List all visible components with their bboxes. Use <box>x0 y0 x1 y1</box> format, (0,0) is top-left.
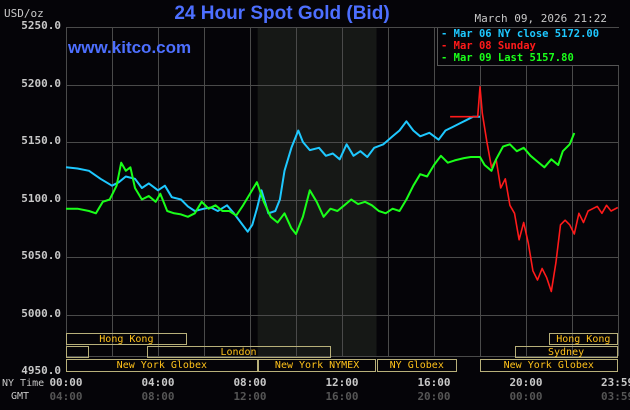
legend-item-mar06: - Mar 06 NY close 5172.00 <box>438 28 619 40</box>
nymex-shaded-region <box>257 27 377 356</box>
y-tick-label: 5000.0 <box>21 306 61 320</box>
y-tick-label: 4950.0 <box>21 364 61 377</box>
legend-item-mar08: - Mar 08 Sunday <box>438 40 619 52</box>
session-bar-hong-kong: Hong Kong <box>66 333 187 345</box>
gmt-label: GMT <box>11 391 30 402</box>
ny-time-tick: 23:59 <box>601 376 630 389</box>
ny-time-tick: 12:00 <box>325 376 359 389</box>
session-bar-ny-globex: NY Globex <box>376 359 457 372</box>
timestamp: March 09, 2026 21:22 <box>474 12 607 25</box>
gmt-time-tick: 20:00 <box>417 390 451 403</box>
y-tick-label: 5050.0 <box>21 249 61 262</box>
session-bar-hong-kong: Hong Kong <box>549 333 618 345</box>
legend: - Mar 06 NY close 5172.00 - Mar 08 Sunda… <box>437 28 619 66</box>
legend-swatch: - <box>441 52 454 64</box>
y-tick-label: 5100.0 <box>21 191 61 205</box>
ny-time-label: NY Time <box>2 378 45 389</box>
ny-time-tick: 20:00 <box>509 376 543 389</box>
gmt-time-tick: 04:00 <box>49 390 83 403</box>
legend-label: Mar 06 NY close 5172.00 <box>453 28 600 40</box>
ny-time-tick: 04:00 <box>141 376 175 389</box>
ny-time-tick: 00:00 <box>49 376 83 389</box>
series-line-mar06 <box>65 115 480 233</box>
legend-label: Mar 08 Sunday <box>453 40 536 52</box>
session-bar-london: London <box>146 346 331 358</box>
gmt-time-tick: 12:00 <box>233 390 267 403</box>
y-tick-label: 5200.0 <box>21 76 61 90</box>
chart-title: 24 Hour Spot Gold (Bid) <box>174 3 390 24</box>
ny-time-tick: 16:00 <box>417 376 451 389</box>
gmt-time-tick: 03:59 <box>601 390 630 403</box>
y-tick-label: 5150.0 <box>21 134 61 147</box>
session-bar-sydney: Sydney <box>514 346 618 358</box>
series-line-mar09 <box>66 132 576 235</box>
legend-label: Mar 09 Last 5157.80 <box>453 52 574 64</box>
legend-swatch: - <box>441 40 454 52</box>
website-link[interactable]: www.kitco.com <box>68 38 192 57</box>
ny-time-tick: 08:00 <box>233 376 267 389</box>
session-bar-new-york-nymex: New York NYMEX <box>257 359 377 372</box>
gmt-time-tick: 16:00 <box>325 390 359 403</box>
session-bar-new-york-globex: New York Globex <box>66 359 258 372</box>
y-tick-label: 5250.0 <box>21 19 61 32</box>
gmt-time-tick: 00:00 <box>509 390 543 403</box>
gmt-time-tick: 08:00 <box>141 390 175 403</box>
session-bar-new-york-globex: New York Globex <box>480 359 618 372</box>
y-axis-unit: USD/oz <box>4 7 44 20</box>
legend-item-mar09: - Mar 09 Last 5157.80 <box>438 52 619 64</box>
legend-swatch: - <box>441 28 454 40</box>
session-bar-blank <box>66 346 89 358</box>
